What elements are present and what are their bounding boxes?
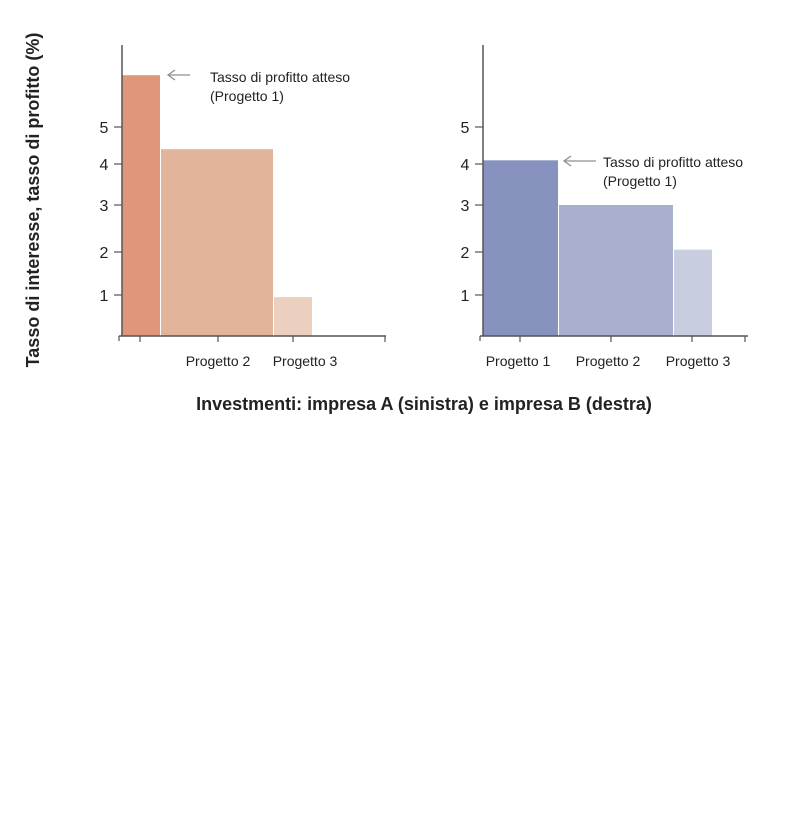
left-x-label-3: Progetto 3 — [273, 353, 338, 369]
right-bar-progetto-1 — [483, 160, 558, 336]
left-annotation-line2: (Progetto 1) — [210, 88, 284, 104]
left-y-tick-label: 2 — [100, 245, 109, 262]
right-annotation-line1: Tasso di profitto atteso — [603, 154, 743, 170]
right-y-tick-label: 2 — [461, 245, 470, 262]
right-bar-progetto-3 — [674, 249, 712, 336]
left-bar-progetto-2 — [161, 149, 273, 336]
left-y-tick-label: 5 — [100, 120, 109, 137]
left-y-tick-label: 1 — [100, 288, 109, 305]
left-arrow-head-icon — [166, 69, 176, 81]
y-axis-title: Tasso di interesse, tasso di profitto (%… — [23, 33, 43, 368]
left-x-label-2: Progetto 2 — [186, 353, 251, 369]
right-y-tick-label: 5 — [461, 120, 470, 137]
left-annotation-line1: Tasso di profitto atteso — [210, 69, 350, 85]
right-x-label-1: Progetto 1 — [486, 353, 551, 369]
x-axis-title: Investmenti: impresa A (sinistra) e impr… — [196, 394, 652, 414]
right-x-label-3: Progetto 3 — [666, 353, 731, 369]
right-y-tick-label: 3 — [461, 198, 470, 215]
right-bar-progetto-2 — [559, 205, 673, 336]
right-x-label-2: Progetto 2 — [576, 353, 641, 369]
right-y-tick-label: 1 — [461, 288, 470, 305]
right-arrow-head-icon — [562, 155, 572, 167]
left-bar-progetto-3 — [274, 297, 312, 336]
right-annotation-line2: (Progetto 1) — [603, 173, 677, 189]
left-bar-progetto-1 — [122, 75, 160, 336]
left-y-tick-label: 4 — [100, 157, 109, 174]
left-y-tick-label: 3 — [100, 198, 109, 215]
right-y-tick-label: 4 — [461, 157, 470, 174]
